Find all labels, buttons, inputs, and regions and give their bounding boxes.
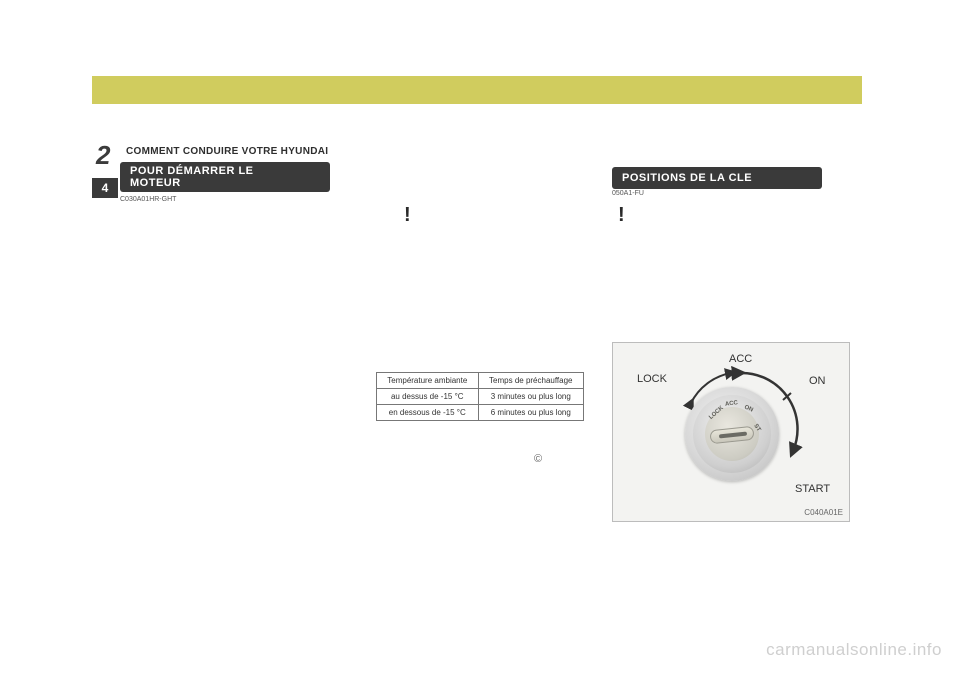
- chapter-digit: 2: [96, 140, 110, 170]
- warning-icon: !: [404, 204, 411, 227]
- table-cell: en dessous de -15 °C: [377, 405, 479, 421]
- label-lock: LOCK: [637, 373, 667, 385]
- accent-bar: [92, 76, 862, 104]
- watermark: carmanualsonline.info: [766, 640, 942, 660]
- table-cell: 6 minutes ou plus long: [478, 405, 583, 421]
- table-row: au dessus de -15 °C 3 minutes ou plus lo…: [377, 389, 584, 405]
- heading-start-engine: POUR DÉMARRER LE MOTEUR: [120, 162, 330, 192]
- heading-line-1: POUR DÉMARRER LE: [130, 165, 320, 177]
- table-header-temp: Température ambiante: [377, 373, 479, 389]
- ignition-diagram: LOCK ACC ON ST ACC LOCK ON START C040A01…: [612, 342, 850, 522]
- warning-icon: !: [618, 204, 625, 227]
- diagram-code: C040A01E: [804, 508, 843, 517]
- label-start: START: [795, 483, 830, 495]
- table-row: Température ambiante Temps de préchauffa…: [377, 373, 584, 389]
- heading-line-2: MOTEUR: [130, 177, 320, 189]
- ref-code-right: 050A1-FU: [612, 190, 644, 197]
- label-acc: ACC: [729, 353, 752, 365]
- preheat-table: Température ambiante Temps de préchauffa…: [376, 372, 584, 421]
- copyright-icon: ©: [534, 453, 542, 465]
- chapter-title: COMMENT CONDUIRE VOTRE HYUNDAI: [126, 146, 328, 157]
- heading-key-positions: POSITIONS DE LA CLE: [612, 167, 822, 189]
- label-on: ON: [809, 375, 826, 387]
- table-row: en dessous de -15 °C 6 minutes ou plus l…: [377, 405, 584, 421]
- table-header-time: Temps de préchauffage: [478, 373, 583, 389]
- page: 2 COMMENT CONDUIRE VOTRE HYUNDAI 4 POUR …: [0, 0, 960, 678]
- table-cell: 3 minutes ou plus long: [478, 389, 583, 405]
- ref-code-left: C030A01HR-GHT: [120, 196, 176, 203]
- table-cell: au dessus de -15 °C: [377, 389, 479, 405]
- chapter-number: 2: [96, 140, 110, 171]
- page-tab: 4: [92, 178, 118, 198]
